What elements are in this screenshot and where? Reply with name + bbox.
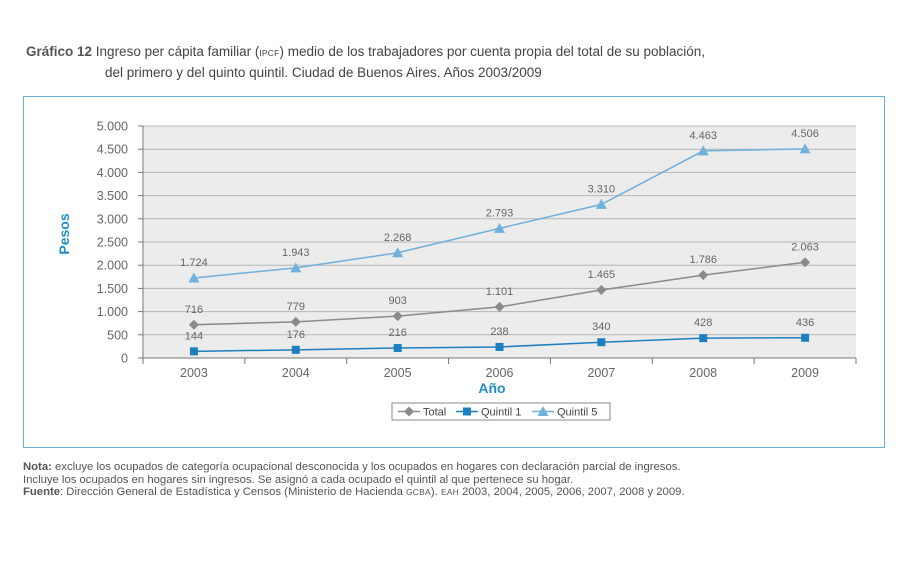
title-line-2: del primero y del quinto quintil. Ciudad… <box>105 65 542 80</box>
data-point-total <box>800 257 811 268</box>
y-axis-ticks: 0 500 1.000 1.500 2.000 2.500 3.000 3.500 4.000 4… <box>97 120 143 366</box>
data-label-quintil-5: 3.310 <box>588 183 616 195</box>
source-text-1: : Dirección General de Estadística y Cen… <box>60 486 406 498</box>
legend-label-quintil-1: Quintil 1 <box>481 407 521 419</box>
data-labels: 716 779 903 1.101 1.465 1.786 2.063 144 176 216 23… <box>180 128 819 342</box>
data-label-quintil-1: 238 <box>490 326 508 338</box>
y-tick-label: 4.000 <box>97 166 128 180</box>
data-point-quintil-5 <box>188 272 200 283</box>
x-tick-label: 2004 <box>282 366 310 380</box>
data-point-quintil-5 <box>392 247 404 258</box>
legend-box <box>391 402 611 421</box>
legend-marker-total <box>404 406 414 417</box>
data-label-quintil-5: 1.724 <box>180 257 208 269</box>
data-point-quintil-1 <box>291 345 300 354</box>
source-gcba: GCBA <box>406 487 431 497</box>
note-text: excluye los ocupados de categoría ocupac… <box>55 461 681 473</box>
data-point-total <box>494 301 505 312</box>
note-line-2: Incluye los ocupados en hogares sin ingr… <box>23 473 574 486</box>
data-label-total: 779 <box>287 301 305 313</box>
x-axis: 2003 2004 2005 2006 2007 2008 2009 <box>142 126 857 380</box>
chart-frame <box>23 96 885 448</box>
legend: Total Quintil 1 Quintil 5 <box>391 402 611 421</box>
source-text-2: ). <box>430 486 441 498</box>
chart-title: Gráfico 12 Ingreso per cápita familiar (… <box>26 42 890 82</box>
data-label-total: 1.465 <box>588 269 616 281</box>
title-text-part1: Ingreso per cápita familiar ( <box>95 44 260 59</box>
data-label-quintil-1: 340 <box>592 321 610 333</box>
source-line: Fuente: Dirección General de Estadística… <box>23 486 893 499</box>
data-point-quintil-5 <box>290 262 302 273</box>
title-text-part2: ) medio de los trabajadores por cuenta p… <box>279 44 706 59</box>
data-label-quintil-1: 176 <box>287 329 305 341</box>
data-label-quintil-1: 216 <box>388 327 406 339</box>
data-point-quintil-5 <box>494 222 505 233</box>
data-label-total: 2.063 <box>791 241 819 253</box>
legend-label-quintil-5: Quintil 5 <box>557 407 597 419</box>
y-tick-label: 2.500 <box>97 236 128 250</box>
y-tick-label: 2.000 <box>97 259 128 273</box>
data-label-total: 903 <box>388 295 406 307</box>
data-label-quintil-5: 2.268 <box>384 232 412 244</box>
y-tick-label: 5.000 <box>97 120 128 134</box>
data-point-quintil-1 <box>393 343 402 352</box>
x-axis-label: Año <box>478 380 505 396</box>
data-point-total <box>596 285 607 296</box>
note-label: Nota: <box>23 461 52 473</box>
data-point-total <box>188 319 199 330</box>
data-point-quintil-5 <box>799 143 811 154</box>
title-line-1: Gráfico 12 Ingreso per cápita familiar (… <box>26 42 890 63</box>
data-point-total <box>698 270 709 281</box>
y-tick-label: 1.000 <box>97 305 128 319</box>
data-point-quintil-1 <box>189 347 198 356</box>
y-tick-label: 4.500 <box>97 143 128 157</box>
data-point-quintil-1 <box>699 334 708 343</box>
data-label-quintil-1: 428 <box>694 317 712 329</box>
data-label-total: 1.786 <box>689 254 717 266</box>
data-point-quintil-5 <box>697 145 709 156</box>
footnotes: Nota: excluye los ocupados de categoría … <box>23 461 893 499</box>
source-eah: EAH <box>440 487 460 497</box>
figure-label: Gráfico 12 <box>26 44 93 59</box>
legend-marker-quintil-5 <box>537 406 549 416</box>
y-tick-label: 3.000 <box>97 212 128 226</box>
x-tick-label: 2009 <box>791 366 819 380</box>
data-label-quintil-5: 4.463 <box>689 130 717 142</box>
data-label-quintil-5: 2.793 <box>486 207 514 219</box>
x-tick-label: 2007 <box>587 366 615 380</box>
x-tick-label: 2005 <box>384 366 412 380</box>
data-point-total <box>392 311 403 322</box>
source-text-3: 2003, 2004, 2005, 2006, 2007, 2008 y 200… <box>459 486 685 498</box>
data-label-quintil-1: 436 <box>796 317 814 329</box>
y-tick-label: 0 <box>121 352 128 366</box>
y-tick-label: 1.500 <box>97 282 128 296</box>
data-point-total <box>290 316 301 327</box>
x-tick-label: 2008 <box>689 366 717 380</box>
data-label-quintil-5: 1.943 <box>282 247 310 259</box>
data-point-quintil-5 <box>595 198 607 209</box>
legend-label-total: Total <box>423 407 446 419</box>
series-group <box>188 143 811 356</box>
note-line-1: Nota: excluye los ocupados de categoría … <box>23 461 893 474</box>
x-tick-label: 2003 <box>180 366 208 380</box>
y-axis-label: Pesos <box>56 213 72 254</box>
data-label-quintil-5: 4.506 <box>791 128 819 140</box>
data-point-quintil-1 <box>597 338 606 347</box>
y-tick-label: 3.500 <box>97 189 128 203</box>
y-tick-label: 500 <box>107 328 128 342</box>
data-label-total: 1.101 <box>486 286 514 298</box>
data-label-quintil-1: 144 <box>185 330 203 342</box>
title-abbr: IPCF <box>259 48 280 58</box>
data-label-total: 716 <box>185 304 203 316</box>
data-point-quintil-1 <box>801 333 810 342</box>
source-label: Fuente <box>23 486 61 498</box>
legend-marker-quintil-1 <box>463 407 471 416</box>
x-tick-label: 2006 <box>486 366 514 380</box>
data-point-quintil-1 <box>495 342 504 351</box>
